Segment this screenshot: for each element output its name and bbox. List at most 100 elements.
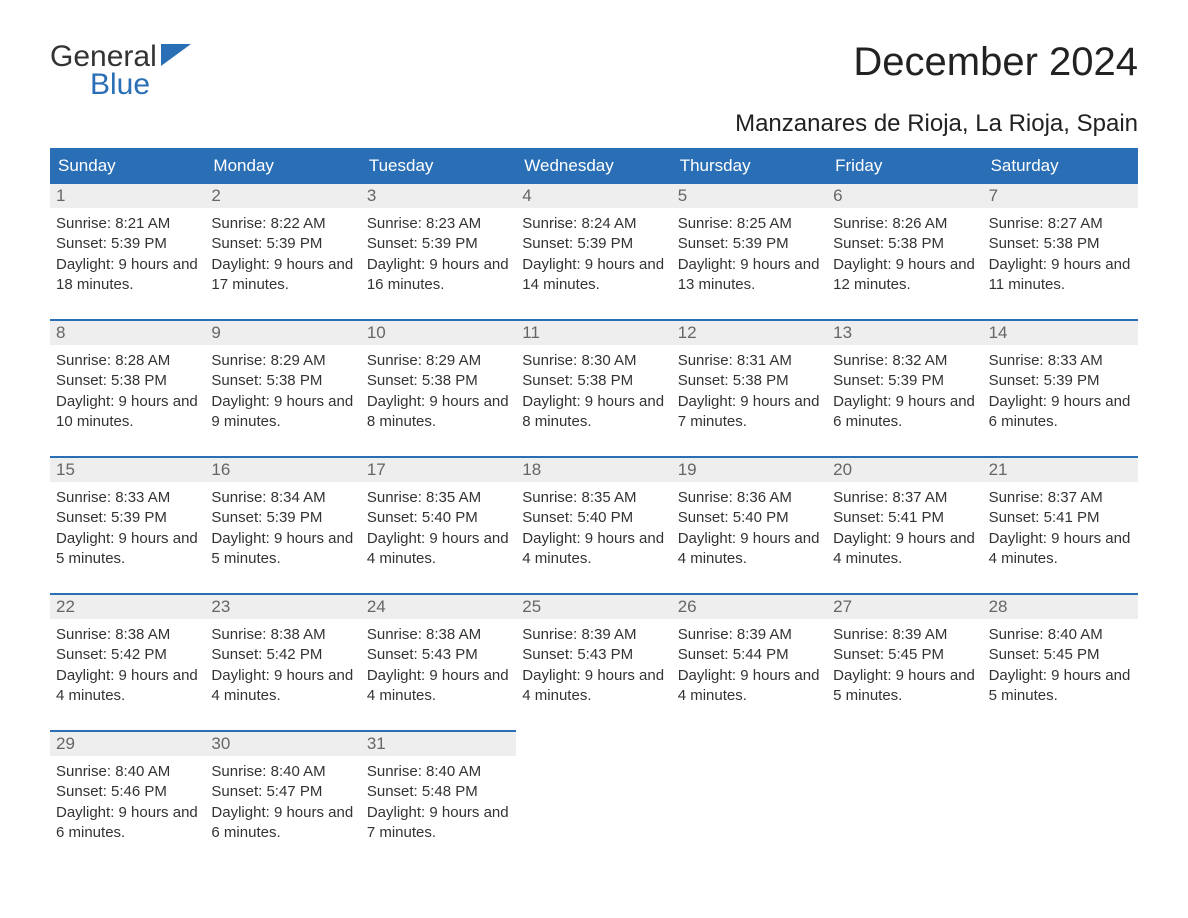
sunrise-line: Sunrise: 8:37 AM: [989, 488, 1132, 508]
daylight-line: Daylight: 9 hours and 7 minutes.: [367, 803, 510, 844]
daylight-line: Daylight: 9 hours and 4 minutes.: [367, 529, 510, 570]
sunset-line: Sunset: 5:44 PM: [678, 645, 821, 665]
day-details: Sunrise: 8:31 AMSunset: 5:38 PMDaylight:…: [672, 345, 827, 432]
sunrise-line: Sunrise: 8:22 AM: [211, 214, 354, 234]
daylight-line: Daylight: 9 hours and 5 minutes.: [833, 666, 976, 707]
day-details: Sunrise: 8:30 AMSunset: 5:38 PMDaylight:…: [516, 345, 671, 432]
sunset-line: Sunset: 5:39 PM: [522, 234, 665, 254]
daylight-line: Daylight: 9 hours and 6 minutes.: [833, 392, 976, 433]
day-number: [827, 730, 982, 754]
day-number: 12: [672, 319, 827, 345]
sunrise-line: Sunrise: 8:38 AM: [211, 625, 354, 645]
daylight-line: Daylight: 9 hours and 6 minutes.: [211, 803, 354, 844]
day-cell: 16Sunrise: 8:34 AMSunset: 5:39 PMDayligh…: [205, 456, 360, 569]
sunset-line: Sunset: 5:39 PM: [833, 371, 976, 391]
sunset-line: Sunset: 5:40 PM: [522, 508, 665, 528]
sunrise-line: Sunrise: 8:39 AM: [833, 625, 976, 645]
daylight-line: Daylight: 9 hours and 4 minutes.: [522, 529, 665, 570]
daylight-line: Daylight: 9 hours and 4 minutes.: [678, 529, 821, 570]
day-header: Saturday: [983, 150, 1138, 182]
day-cell: 26Sunrise: 8:39 AMSunset: 5:44 PMDayligh…: [672, 593, 827, 706]
day-cell: 4Sunrise: 8:24 AMSunset: 5:39 PMDaylight…: [516, 182, 671, 295]
sunrise-line: Sunrise: 8:38 AM: [56, 625, 199, 645]
day-number: 8: [50, 319, 205, 345]
day-cell: 14Sunrise: 8:33 AMSunset: 5:39 PMDayligh…: [983, 319, 1138, 432]
sunset-line: Sunset: 5:39 PM: [211, 508, 354, 528]
day-cell: 19Sunrise: 8:36 AMSunset: 5:40 PMDayligh…: [672, 456, 827, 569]
day-number: [516, 730, 671, 754]
sunset-line: Sunset: 5:39 PM: [989, 371, 1132, 391]
day-cell: [672, 730, 827, 843]
day-number: 9: [205, 319, 360, 345]
sunset-line: Sunset: 5:39 PM: [367, 234, 510, 254]
daylight-line: Daylight: 9 hours and 12 minutes.: [833, 255, 976, 296]
sunset-line: Sunset: 5:42 PM: [56, 645, 199, 665]
sunset-line: Sunset: 5:45 PM: [989, 645, 1132, 665]
daylight-line: Daylight: 9 hours and 11 minutes.: [989, 255, 1132, 296]
daylight-line: Daylight: 9 hours and 4 minutes.: [989, 529, 1132, 570]
day-details: Sunrise: 8:36 AMSunset: 5:40 PMDaylight:…: [672, 482, 827, 569]
day-number: 22: [50, 593, 205, 619]
day-number: 29: [50, 730, 205, 756]
day-details: Sunrise: 8:38 AMSunset: 5:42 PMDaylight:…: [205, 619, 360, 706]
sunrise-line: Sunrise: 8:29 AM: [211, 351, 354, 371]
sunrise-line: Sunrise: 8:33 AM: [56, 488, 199, 508]
day-cell: 29Sunrise: 8:40 AMSunset: 5:46 PMDayligh…: [50, 730, 205, 843]
daylight-line: Daylight: 9 hours and 9 minutes.: [211, 392, 354, 433]
sunset-line: Sunset: 5:45 PM: [833, 645, 976, 665]
daylight-line: Daylight: 9 hours and 4 minutes.: [211, 666, 354, 707]
sunrise-line: Sunrise: 8:40 AM: [211, 762, 354, 782]
day-number: 30: [205, 730, 360, 756]
day-cell: 25Sunrise: 8:39 AMSunset: 5:43 PMDayligh…: [516, 593, 671, 706]
week-separator: [50, 706, 1138, 730]
sunset-line: Sunset: 5:38 PM: [56, 371, 199, 391]
sunset-line: Sunset: 5:39 PM: [211, 234, 354, 254]
sunrise-line: Sunrise: 8:27 AM: [989, 214, 1132, 234]
day-details: Sunrise: 8:22 AMSunset: 5:39 PMDaylight:…: [205, 208, 360, 295]
day-cell: 21Sunrise: 8:37 AMSunset: 5:41 PMDayligh…: [983, 456, 1138, 569]
day-number: [983, 730, 1138, 754]
day-number: 13: [827, 319, 982, 345]
daylight-line: Daylight: 9 hours and 6 minutes.: [56, 803, 199, 844]
sunrise-line: Sunrise: 8:24 AM: [522, 214, 665, 234]
day-number: 31: [361, 730, 516, 756]
daylight-line: Daylight: 9 hours and 4 minutes.: [678, 666, 821, 707]
sunrise-line: Sunrise: 8:40 AM: [989, 625, 1132, 645]
day-details: Sunrise: 8:37 AMSunset: 5:41 PMDaylight:…: [827, 482, 982, 569]
day-header: Monday: [205, 150, 360, 182]
day-number: 20: [827, 456, 982, 482]
daylight-line: Daylight: 9 hours and 4 minutes.: [522, 666, 665, 707]
day-details: Sunrise: 8:33 AMSunset: 5:39 PMDaylight:…: [50, 482, 205, 569]
week-separator: [50, 295, 1138, 319]
sunrise-line: Sunrise: 8:30 AM: [522, 351, 665, 371]
day-cell: 11Sunrise: 8:30 AMSunset: 5:38 PMDayligh…: [516, 319, 671, 432]
day-number: 4: [516, 182, 671, 208]
day-cell: [827, 730, 982, 843]
day-cell: 6Sunrise: 8:26 AMSunset: 5:38 PMDaylight…: [827, 182, 982, 295]
sunrise-line: Sunrise: 8:38 AM: [367, 625, 510, 645]
day-number: 14: [983, 319, 1138, 345]
day-details: Sunrise: 8:39 AMSunset: 5:43 PMDaylight:…: [516, 619, 671, 706]
sunrise-line: Sunrise: 8:21 AM: [56, 214, 199, 234]
sunrise-line: Sunrise: 8:36 AM: [678, 488, 821, 508]
day-number: 5: [672, 182, 827, 208]
day-number: 1: [50, 182, 205, 208]
sunset-line: Sunset: 5:48 PM: [367, 782, 510, 802]
sunset-line: Sunset: 5:46 PM: [56, 782, 199, 802]
sunset-line: Sunset: 5:39 PM: [678, 234, 821, 254]
day-cell: 24Sunrise: 8:38 AMSunset: 5:43 PMDayligh…: [361, 593, 516, 706]
day-cell: 28Sunrise: 8:40 AMSunset: 5:45 PMDayligh…: [983, 593, 1138, 706]
sunset-line: Sunset: 5:41 PM: [989, 508, 1132, 528]
day-cell: 12Sunrise: 8:31 AMSunset: 5:38 PMDayligh…: [672, 319, 827, 432]
day-details: Sunrise: 8:26 AMSunset: 5:38 PMDaylight:…: [827, 208, 982, 295]
logo-triangle-icon: [161, 44, 191, 71]
location-subtitle: Manzanares de Rioja, La Rioja, Spain: [50, 110, 1138, 138]
day-number: 3: [361, 182, 516, 208]
daylight-line: Daylight: 9 hours and 16 minutes.: [367, 255, 510, 296]
sunset-line: Sunset: 5:40 PM: [678, 508, 821, 528]
day-cell: 15Sunrise: 8:33 AMSunset: 5:39 PMDayligh…: [50, 456, 205, 569]
sunrise-line: Sunrise: 8:23 AM: [367, 214, 510, 234]
day-cell: 10Sunrise: 8:29 AMSunset: 5:38 PMDayligh…: [361, 319, 516, 432]
sunset-line: Sunset: 5:38 PM: [522, 371, 665, 391]
day-cell: 27Sunrise: 8:39 AMSunset: 5:45 PMDayligh…: [827, 593, 982, 706]
